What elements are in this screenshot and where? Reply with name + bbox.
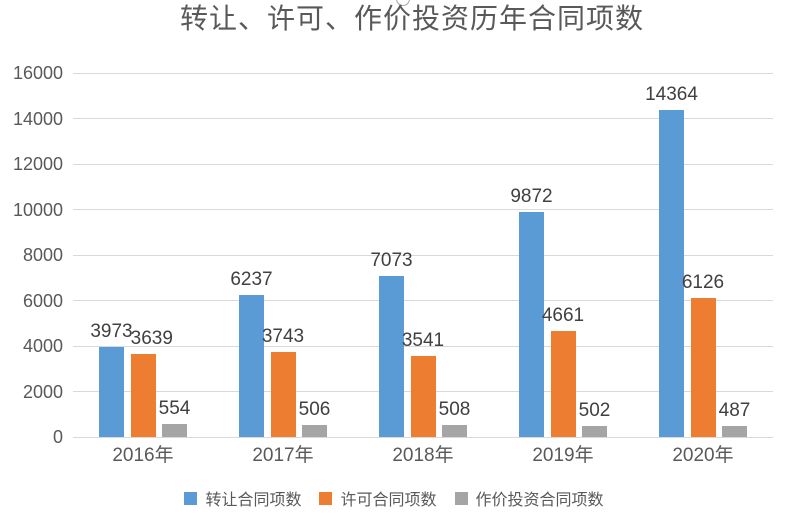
x-axis-category-label: 2019年: [532, 445, 594, 466]
y-axis-tick-label: 16000: [12, 63, 63, 83]
bar[interactable]: [582, 425, 607, 437]
legend-label: 转让合同项数: [205, 492, 302, 509]
legend-item[interactable]: 转让合同项数: [184, 486, 301, 510]
gridline: [73, 72, 773, 74]
data-label: 6237: [230, 269, 273, 291]
y-axis-tick-label: 10000: [12, 199, 63, 220]
data-label: 4661: [541, 304, 585, 326]
data-label: 14364: [645, 84, 698, 106]
data-label: 9872: [510, 186, 553, 208]
bar[interactable]: [239, 295, 264, 437]
legend-swatch: [454, 491, 468, 505]
y-axis-tick-label: 4000: [22, 336, 63, 356]
data-label: 554: [158, 398, 191, 420]
bar[interactable]: [270, 351, 296, 437]
bar[interactable]: [659, 110, 684, 437]
bar[interactable]: [442, 425, 467, 437]
gridline: [73, 118, 773, 119]
bar[interactable]: [130, 354, 156, 437]
bar[interactable]: [410, 356, 436, 437]
bar[interactable]: [550, 330, 576, 437]
bar[interactable]: [162, 424, 187, 437]
legend-label: 许可合同项数: [340, 492, 437, 509]
data-label: 487: [718, 399, 751, 421]
data-label: 508: [438, 399, 471, 421]
x-axis-category-label: 2017年: [252, 445, 314, 466]
data-label: 3743: [261, 325, 305, 347]
legend: 转让合同项数 许可合同项数 作价投资合同项数: [0, 486, 788, 510]
bar[interactable]: [722, 425, 747, 437]
legend-swatch: [184, 491, 198, 505]
bar[interactable]: [690, 297, 716, 437]
data-label: 502: [578, 399, 611, 421]
legend-item[interactable]: 作价投资合同项数: [454, 486, 604, 510]
gridline: [73, 163, 773, 165]
bar[interactable]: [519, 212, 544, 437]
gridline: [73, 300, 773, 301]
data-label: 3541: [401, 330, 445, 352]
x-axis-category-label: 2018年: [392, 445, 454, 466]
data-label: 506: [298, 399, 331, 421]
chart-title[interactable]: 转让、许可、作价投资历年合同项数: [179, 4, 644, 35]
bar[interactable]: [379, 276, 404, 437]
data-label: 7073: [370, 250, 413, 272]
y-axis-tick-label: 0: [52, 427, 63, 447]
bar[interactable]: [302, 425, 327, 437]
legend-item[interactable]: 许可合同项数: [319, 486, 437, 510]
y-axis-tick-label: 8000: [22, 245, 63, 265]
gridline: [73, 209, 773, 210]
y-axis-tick-label: 6000: [22, 290, 63, 311]
x-axis-category-label: 2016年: [112, 445, 174, 466]
x-axis-line: [73, 436, 773, 438]
legend-label: 作价投资合同项数: [475, 492, 604, 509]
bar[interactable]: [99, 346, 124, 437]
legend-swatch: [319, 491, 333, 505]
y-axis-tick-label: 12000: [12, 154, 63, 174]
data-label: 3639: [130, 328, 173, 350]
gridline: [73, 254, 773, 256]
data-label: 6126: [681, 271, 725, 293]
y-axis-tick-label: 2000: [22, 381, 63, 402]
x-axis-category-label: 2020年: [672, 445, 734, 466]
gridline: [73, 345, 773, 347]
data-label: 3973: [90, 320, 133, 342]
y-axis-tick-label: 14000: [12, 108, 63, 129]
